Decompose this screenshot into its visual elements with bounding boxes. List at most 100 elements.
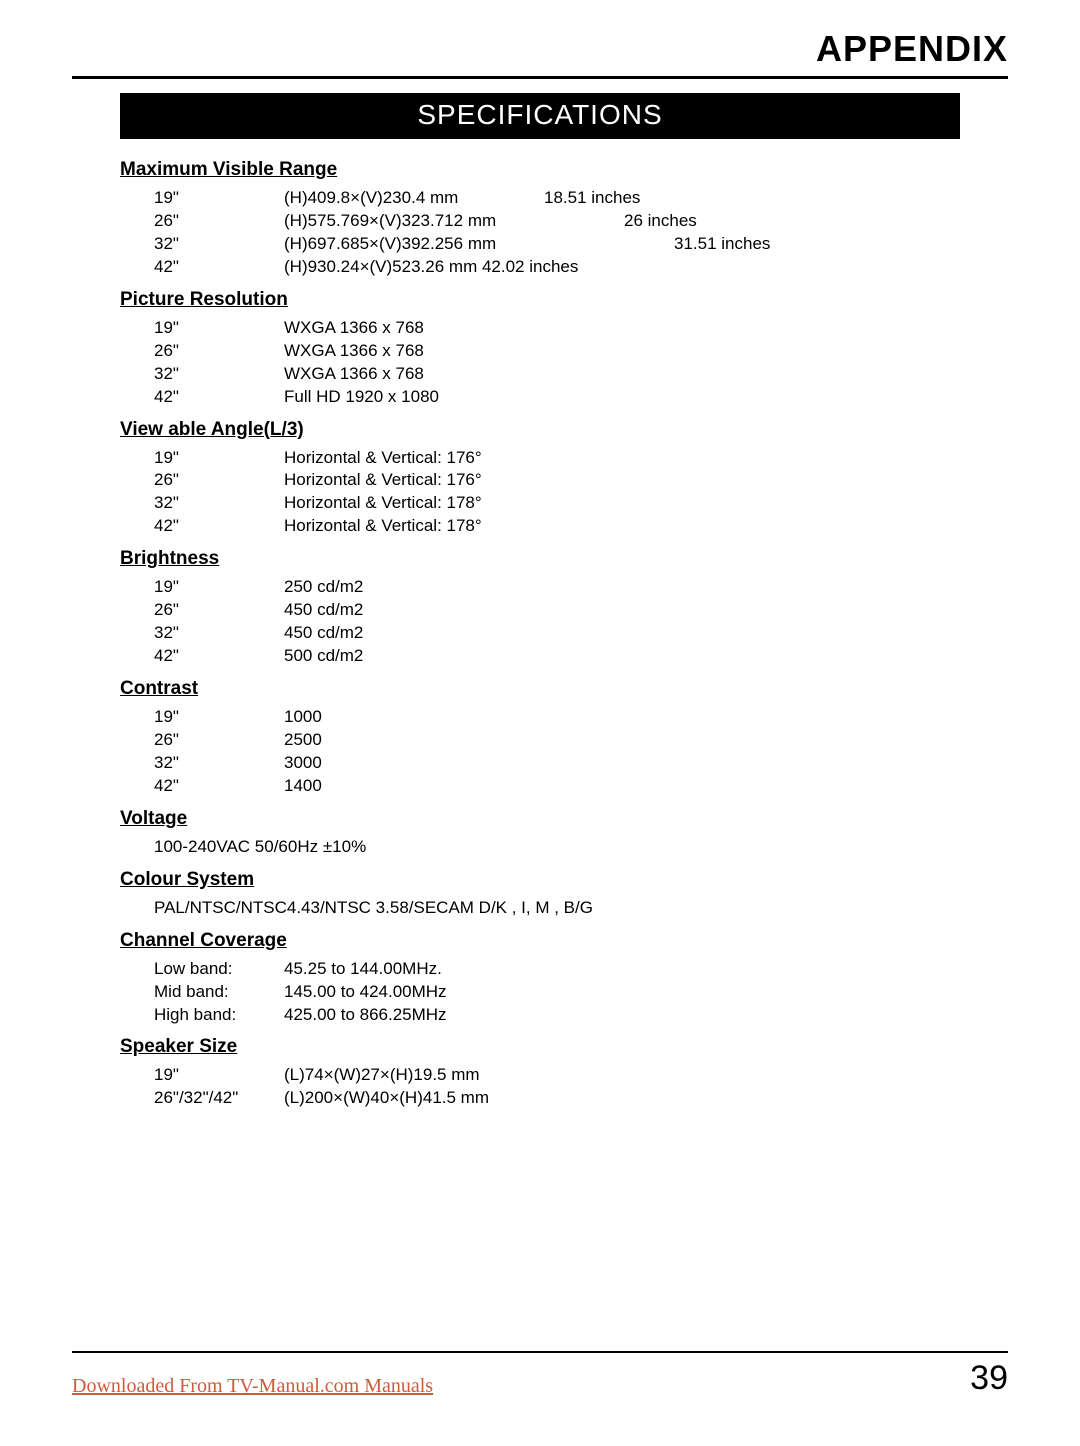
heading-speaker-size: Speaker Size: [120, 1036, 960, 1058]
cell-val: Full HD 1920 x 1080: [284, 386, 960, 409]
cell-mm: (H)575.769×(V)323.712 mm: [284, 210, 624, 233]
page: APPENDIX SPECIFICATIONS Maximum Visible …: [0, 0, 1080, 1446]
cell-size: 42": [154, 515, 284, 538]
table-row: 19"250 cd/m2: [154, 576, 960, 599]
cell-mm: (H)697.685×(V)392.256 mm: [284, 233, 674, 256]
cell-size: 32": [154, 363, 284, 386]
cell-size: 26"/32"/42": [154, 1087, 284, 1110]
table-row: 42"1400: [154, 775, 960, 798]
cell-val: WXGA 1366 x 768: [284, 317, 960, 340]
specifications-banner: SPECIFICATIONS: [120, 93, 960, 139]
footer: Downloaded From TV-Manual.com Manuals 39: [72, 1351, 1008, 1398]
table-contrast: 19"1000 26"2500 32"3000 42"1400: [154, 706, 960, 798]
cell-size: 26": [154, 729, 284, 752]
table-row: 42" (H)930.24×(V)523.26 mm 42.02 inches: [154, 256, 960, 279]
table-row: 42"Full HD 1920 x 1080: [154, 386, 960, 409]
cell-band: Mid band:: [154, 981, 284, 1004]
cell-mm: (H)930.24×(V)523.26 mm 42.02 inches: [284, 256, 578, 279]
footer-source-link[interactable]: Downloaded From TV-Manual.com Manuals: [72, 1375, 433, 1398]
heading-viewable-angle: View able Angle(L/3): [120, 419, 960, 441]
cell-size: 19": [154, 576, 284, 599]
cell-band: High band:: [154, 1004, 284, 1027]
header-rule: [72, 76, 1008, 79]
table-row: 19"1000: [154, 706, 960, 729]
cell-val: (L)200×(W)40×(H)41.5 mm: [284, 1087, 960, 1110]
cell-val: 425.00 to 866.25MHz: [284, 1004, 960, 1027]
heading-max-visible-range: Maximum Visible Range: [120, 159, 960, 181]
cell-val: 3000: [284, 752, 960, 775]
heading-picture-resolution: Picture Resolution: [120, 289, 960, 311]
cell-size: 26": [154, 469, 284, 492]
appendix-title: APPENDIX: [72, 28, 1008, 70]
cell-size: 32": [154, 752, 284, 775]
table-row: 26" (H)575.769×(V)323.712 mm 26 inches: [154, 210, 960, 233]
table-picture-resolution: 19"WXGA 1366 x 768 26"WXGA 1366 x 768 32…: [154, 317, 960, 409]
cell-size: 32": [154, 233, 284, 256]
table-row: Mid band:145.00 to 424.00MHz: [154, 981, 960, 1004]
cell-size: 19": [154, 706, 284, 729]
voltage-text: 100-240VAC 50/60Hz ±10%: [154, 836, 960, 859]
table-row: 26"2500: [154, 729, 960, 752]
table-row: 32"3000: [154, 752, 960, 775]
cell-val: 500 cd/m2: [284, 645, 960, 668]
heading-channel-coverage: Channel Coverage: [120, 930, 960, 952]
table-row: 42"Horizontal & Vertical: 178°: [154, 515, 960, 538]
heading-voltage: Voltage: [120, 808, 960, 830]
cell-size: 42": [154, 256, 284, 279]
footer-line: Downloaded From TV-Manual.com Manuals 39: [72, 1359, 1008, 1398]
cell-inches: 18.51 inches: [544, 187, 640, 210]
table-row: 32"WXGA 1366 x 768: [154, 363, 960, 386]
cell-size: 42": [154, 386, 284, 409]
table-max-visible-range: 19" (H)409.8×(V)230.4 mm 18.51 inches 26…: [154, 187, 960, 279]
cell-size: 32": [154, 492, 284, 515]
table-row: 26"450 cd/m2: [154, 599, 960, 622]
cell-val: 250 cd/m2: [284, 576, 960, 599]
cell-mm: (H)409.8×(V)230.4 mm: [284, 187, 544, 210]
cell-size: 42": [154, 645, 284, 668]
cell-val: Horizontal & Vertical: 176°: [284, 447, 960, 470]
table-row: 19"(L)74×(W)27×(H)19.5 mm: [154, 1064, 960, 1087]
cell-val: WXGA 1366 x 768: [284, 340, 960, 363]
cell-val: WXGA 1366 x 768: [284, 363, 960, 386]
cell-size: 26": [154, 599, 284, 622]
cell-val: 145.00 to 424.00MHz: [284, 981, 960, 1004]
colour-system-text: PAL/NTSC/NTSC4.43/NTSC 3.58/SECAM D/K , …: [154, 897, 960, 920]
heading-brightness: Brightness: [120, 548, 960, 570]
footer-rule: [72, 1351, 1008, 1353]
table-row: High band:425.00 to 866.25MHz: [154, 1004, 960, 1027]
cell-val: 450 cd/m2: [284, 599, 960, 622]
table-brightness: 19"250 cd/m2 26"450 cd/m2 32"450 cd/m2 4…: [154, 576, 960, 668]
cell-band: Low band:: [154, 958, 284, 981]
cell-inches: 31.51 inches: [674, 233, 770, 256]
table-row: 32" (H)697.685×(V)392.256 mm 31.51 inche…: [154, 233, 960, 256]
cell-size: 19": [154, 317, 284, 340]
cell-size: 32": [154, 622, 284, 645]
table-row: 26"Horizontal & Vertical: 176°: [154, 469, 960, 492]
cell-size: 19": [154, 447, 284, 470]
page-number: 39: [970, 1359, 1008, 1398]
table-viewable-angle: 19"Horizontal & Vertical: 176° 26"Horizo…: [154, 447, 960, 539]
table-row: 32"450 cd/m2: [154, 622, 960, 645]
table-row: 26"/32"/42"(L)200×(W)40×(H)41.5 mm: [154, 1087, 960, 1110]
table-row: Low band:45.25 to 144.00MHz.: [154, 958, 960, 981]
table-row: 42"500 cd/m2: [154, 645, 960, 668]
table-row: 19"Horizontal & Vertical: 176°: [154, 447, 960, 470]
table-row: 19"WXGA 1366 x 768: [154, 317, 960, 340]
cell-val: 1000: [284, 706, 960, 729]
table-row: 32"Horizontal & Vertical: 178°: [154, 492, 960, 515]
cell-val: (L)74×(W)27×(H)19.5 mm: [284, 1064, 960, 1087]
cell-size: 26": [154, 210, 284, 233]
table-channel-coverage: Low band:45.25 to 144.00MHz. Mid band:14…: [154, 958, 960, 1027]
heading-contrast: Contrast: [120, 678, 960, 700]
cell-val: 2500: [284, 729, 960, 752]
cell-size: 42": [154, 775, 284, 798]
cell-val: 1400: [284, 775, 960, 798]
cell-size: 19": [154, 187, 284, 210]
cell-val: Horizontal & Vertical: 178°: [284, 515, 960, 538]
cell-val: 450 cd/m2: [284, 622, 960, 645]
content-area: Maximum Visible Range 19" (H)409.8×(V)23…: [120, 159, 960, 1110]
cell-val: Horizontal & Vertical: 176°: [284, 469, 960, 492]
cell-inches: 26 inches: [624, 210, 697, 233]
heading-colour-system: Colour System: [120, 869, 960, 891]
cell-size: 26": [154, 340, 284, 363]
